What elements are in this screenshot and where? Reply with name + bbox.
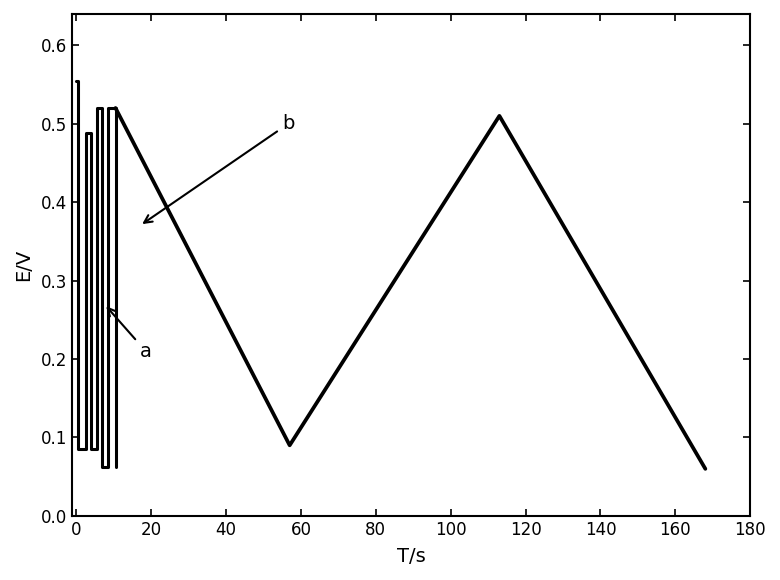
Y-axis label: E/V: E/V — [14, 249, 33, 281]
X-axis label: T/s: T/s — [397, 547, 426, 566]
Text: a: a — [108, 308, 152, 361]
Text: b: b — [144, 114, 295, 223]
